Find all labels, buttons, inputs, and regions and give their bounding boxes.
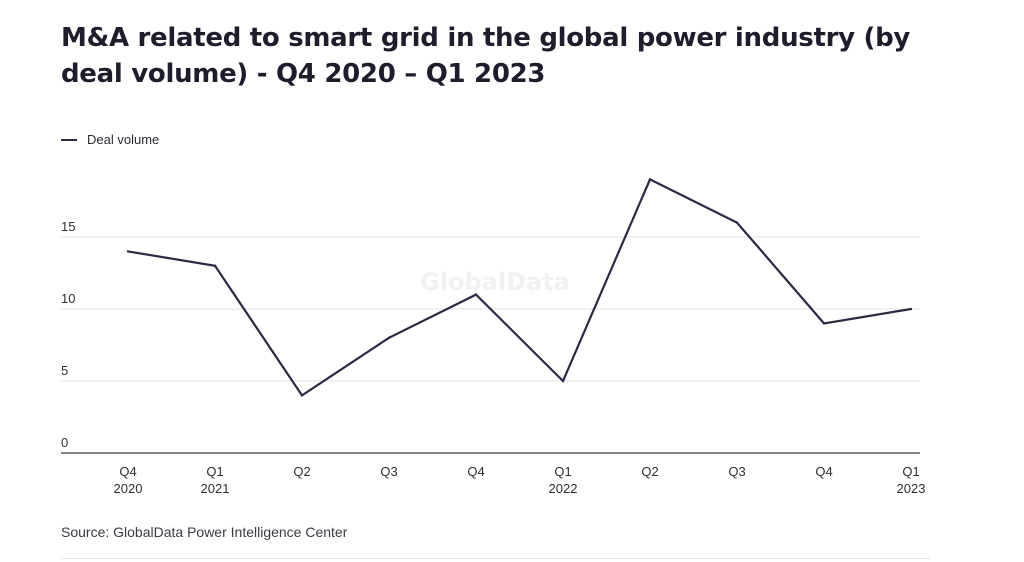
data-point-0-3	[387, 336, 391, 339]
x-tick-label-5: Q1	[554, 464, 571, 479]
x-tick-year-1: 2021	[201, 481, 230, 496]
data-point-0-5	[561, 379, 565, 383]
data-point-0-1	[213, 264, 217, 267]
chart-title: M&A related to smart grid in the global …	[61, 23, 911, 89]
legend-label: Deal volume	[87, 132, 160, 147]
x-tick-label-7: Q3	[728, 464, 745, 479]
x-tick-label-4: Q4	[467, 464, 484, 479]
legend: Deal volume	[61, 132, 159, 147]
data-point-0-4	[474, 293, 478, 296]
data-point-0-2	[300, 394, 304, 397]
y-tick-label-5: 5	[61, 363, 68, 378]
x-tick-year-9: 2023	[897, 481, 926, 496]
x-tick-label-0: Q4	[119, 464, 136, 479]
x-tick-year-5: 2022	[549, 481, 578, 496]
y-tick-label-10: 10	[61, 291, 75, 306]
x-tick-label-8: Q4	[815, 464, 832, 479]
watermark-text: GlobalData	[420, 268, 570, 296]
source-note: Source: GlobalData Power Intelligence Ce…	[61, 524, 348, 540]
data-point-0-7	[735, 221, 739, 224]
series-line-0	[127, 177, 912, 397]
line-chart: GlobalData 0 5 10 15 Q4 2020 Q1 2021 Q2 Q3 Q4 Q1 2022…	[61, 177, 926, 496]
data-point-0-6	[648, 178, 652, 181]
x-tick-year-0: 2020	[114, 481, 143, 496]
y-tick-label-0: 0	[61, 435, 68, 450]
x-tick-label-6: Q2	[641, 464, 658, 479]
bottom-divider	[61, 558, 930, 559]
data-point-0-9	[909, 307, 913, 311]
x-tick-label-3: Q3	[380, 464, 397, 479]
legend-swatch	[61, 138, 77, 141]
x-tick-label-1: Q1	[206, 464, 223, 479]
x-tick-label-9: Q1	[902, 464, 919, 479]
data-point-0-8	[822, 322, 826, 325]
x-tick-label-2: Q2	[293, 464, 310, 479]
data-point-0-0	[126, 250, 130, 253]
y-tick-label-15: 15	[61, 219, 75, 234]
